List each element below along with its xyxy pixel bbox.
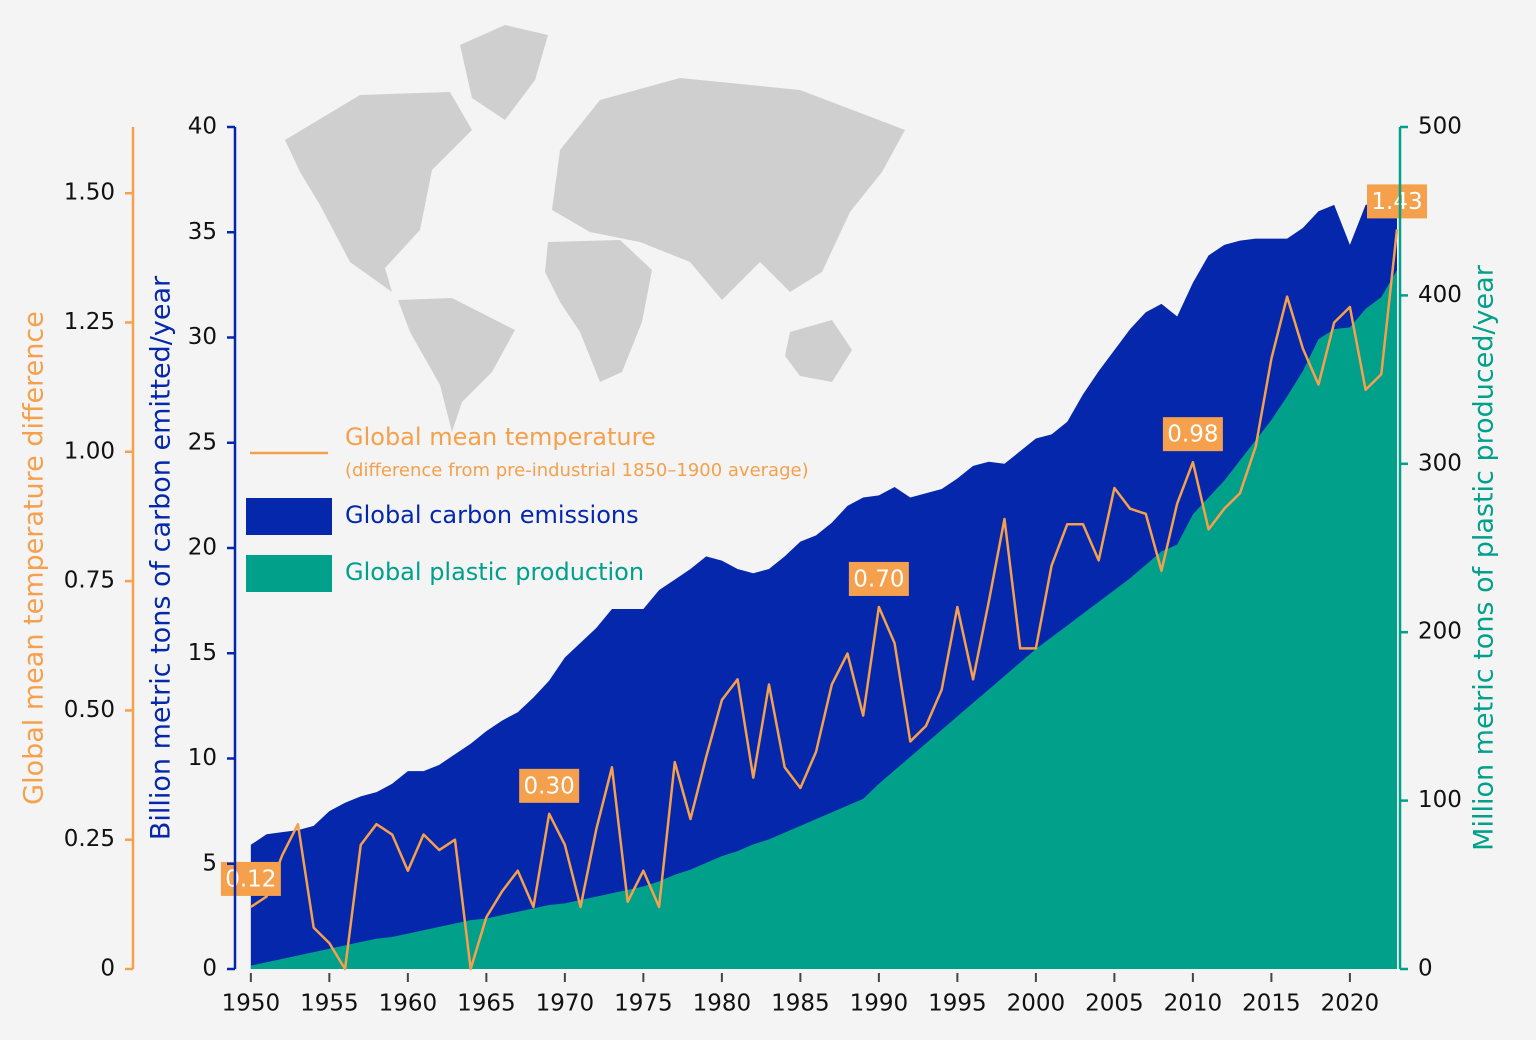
x-tick-label: 1995 xyxy=(928,991,987,1017)
y-tick-label: 5 xyxy=(202,850,217,876)
axis-title: Million metric tons of plastic produced/… xyxy=(1469,264,1500,851)
y-tick-label: 0.50 xyxy=(64,697,115,723)
value-label-box xyxy=(848,561,909,596)
legend-label: Global carbon emissions xyxy=(345,501,639,529)
y-tick-label: 1.00 xyxy=(64,438,115,464)
x-tick-label: 1970 xyxy=(536,991,595,1017)
y-tick-label: 0 xyxy=(1418,956,1433,982)
x-tick-label: 1980 xyxy=(693,991,752,1017)
value-label: 0.12 xyxy=(225,866,276,892)
value-label-box xyxy=(519,768,580,803)
y-tick-label: 25 xyxy=(188,429,217,455)
y-tick-label: 100 xyxy=(1418,787,1462,813)
x-tick-label: 2020 xyxy=(1321,991,1380,1017)
y-tick-label: 15 xyxy=(188,640,217,666)
y-tick-label: 500 xyxy=(1418,114,1462,140)
legend-label: Global plastic production xyxy=(345,558,644,586)
plot-area: 0.12 0.30 0.70 0.98 1.43 0 0.25 0.50 0.75 1.00 1.2… xyxy=(19,114,1500,1017)
axis-title: Global mean temperature difference xyxy=(19,311,50,805)
value-label-box xyxy=(1367,184,1427,219)
world-map xyxy=(285,25,905,432)
legend-note: (difference from pre-industrial 1850–190… xyxy=(345,460,809,481)
legend-swatch xyxy=(246,498,332,535)
y-tick-label: 40 xyxy=(188,114,217,140)
y-tick-label: 1.25 xyxy=(64,309,115,335)
x-tick-label: 1955 xyxy=(300,991,359,1017)
axis-title: Billion metric tons of carbon emitted/ye… xyxy=(146,275,177,840)
y-tick-label: 0 xyxy=(100,956,115,982)
x-tick-label: 2015 xyxy=(1242,991,1301,1017)
value-label: 0.98 xyxy=(1167,422,1218,448)
y-tick-label: 10 xyxy=(188,745,217,771)
y-tick-label: 0 xyxy=(202,956,217,982)
legend-label: Global mean temperature xyxy=(345,423,656,451)
x-tick-label: 2000 xyxy=(1007,991,1066,1017)
y-tick-label: 0.75 xyxy=(64,568,115,594)
x-tick-label: 2005 xyxy=(1085,991,1144,1017)
legend-swatch xyxy=(246,555,332,592)
x-tick-label: 1985 xyxy=(771,991,830,1017)
y-tick-label: 35 xyxy=(188,219,217,245)
x-tick-label: 1990 xyxy=(850,991,909,1017)
y-tick-label: 300 xyxy=(1418,450,1462,476)
y-tick-label: 0.25 xyxy=(64,826,115,852)
x-tick-label: 1965 xyxy=(457,991,516,1017)
value-label: 0.30 xyxy=(524,773,575,799)
x-tick-label: 1960 xyxy=(379,991,438,1017)
value-label: 1.43 xyxy=(1371,189,1422,215)
value-label: 0.70 xyxy=(853,566,904,592)
y-tick-label: 200 xyxy=(1418,619,1462,645)
x-tick-label: 1975 xyxy=(614,991,673,1017)
value-label-box xyxy=(1162,417,1223,452)
y-tick-label: 30 xyxy=(188,324,217,350)
y-tick-label: 20 xyxy=(188,535,217,561)
y-tick-label: 400 xyxy=(1418,282,1462,308)
value-label-box xyxy=(220,861,281,896)
area xyxy=(250,270,1397,969)
x-tick-label: 1950 xyxy=(222,991,281,1017)
line xyxy=(250,229,1399,971)
x-tick-label: 2010 xyxy=(1164,991,1223,1017)
y-tick-label: 1.50 xyxy=(64,180,115,206)
